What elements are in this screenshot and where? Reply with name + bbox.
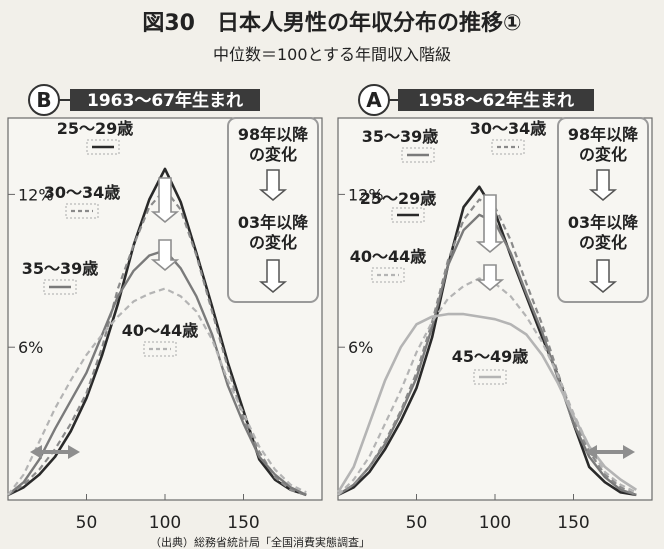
legend-text-03-change: の変化 — [579, 233, 627, 252]
legend-swatch-icon — [473, 369, 507, 385]
badge-circle-a-icon — [358, 84, 390, 116]
double-arrow-left-head — [585, 445, 597, 459]
down-arrow-icon — [588, 259, 618, 293]
down-arrow-icon — [150, 177, 180, 224]
series-line-35〜39歳 — [7, 249, 307, 496]
series-label: 25〜29歳 — [57, 119, 134, 138]
x-tick-label: 150 — [227, 513, 259, 533]
series-label: 30〜34歳 — [44, 183, 121, 202]
legend-text-03: 03年以降 — [238, 213, 309, 232]
down-arrow-icon — [258, 169, 288, 201]
series-line-45〜49歳 — [336, 312, 638, 494]
x-tick-label: 50 — [76, 513, 98, 533]
series-label: 35〜39歳 — [22, 259, 99, 278]
legend-swatch-icon — [491, 139, 525, 155]
legend-text-98: 98年以降 — [238, 125, 309, 144]
cohort-label-bg — [398, 89, 594, 111]
down-arrow-icon — [475, 264, 505, 292]
series-label: 40〜44歳 — [122, 321, 199, 340]
y-tick-label: 12% — [348, 185, 384, 204]
x-tick-label: 150 — [557, 513, 589, 533]
legend-text-98: 98年以降 — [568, 125, 639, 144]
series-label: 45〜49歳 — [452, 347, 529, 366]
series-label: 40〜44歳 — [350, 247, 427, 266]
double-arrow-right-head — [623, 445, 635, 459]
panel-a-chart: 12% 6% 50 100 150 25〜29歳 35〜39歳 30〜34歳 40〜44歳 45〜… — [336, 84, 653, 533]
y-tick-label: 6% — [18, 338, 43, 357]
legend-swatch-icon — [43, 279, 77, 295]
cohort-label: 1958〜62年生まれ — [418, 90, 574, 111]
change-legend-box — [557, 117, 649, 303]
x-tick-label: 50 — [406, 513, 428, 533]
series-line-40〜44歳 — [7, 287, 307, 496]
legend-text-03: 03年以降 — [568, 213, 639, 232]
figure-source-note: （出典）総務省統計局「全国消費実態調査」 — [150, 535, 370, 549]
legend-swatch-icon — [86, 139, 120, 155]
x-tick-label: 100 — [479, 513, 511, 533]
legend-swatch-icon — [65, 203, 99, 219]
down-arrow-icon — [258, 259, 288, 293]
cohort-label-bg — [70, 89, 260, 111]
down-arrow-icon — [150, 239, 180, 272]
panel-letter: B — [36, 88, 51, 112]
series-label: 35〜39歳 — [362, 127, 439, 146]
legend-swatch-icon — [371, 267, 405, 283]
series-label: 30〜34歳 — [470, 119, 547, 138]
legend-swatch-icon — [391, 207, 425, 223]
legend-swatch-icon — [401, 147, 435, 163]
series-line-30〜34歳 — [7, 188, 307, 496]
panel-letter: A — [366, 88, 382, 112]
figure-subtitle: 中位数＝100とする年間収入階級 — [213, 45, 451, 64]
down-arrow-icon — [588, 169, 618, 201]
y-tick-label: 12% — [18, 185, 54, 204]
y-tick-label: 6% — [348, 338, 373, 357]
change-legend-box — [227, 117, 319, 303]
double-arrow-left-head — [30, 445, 42, 459]
cohort-label: 1963〜67年生まれ — [87, 90, 243, 111]
series-label: 25〜29歳 — [360, 189, 437, 208]
legend-swatch-icon — [143, 341, 177, 357]
x-tick-label: 100 — [149, 513, 181, 533]
double-arrow-right-head — [68, 445, 80, 459]
legend-text-98-change: の変化 — [249, 145, 297, 164]
down-arrow-icon — [475, 194, 505, 254]
badge-circle-b-icon — [28, 84, 60, 116]
legend-text-03-change: の変化 — [249, 233, 297, 252]
legend-text-98-change: の変化 — [579, 145, 627, 164]
figure-title: 図30 日本人男性の年収分布の推移① — [142, 10, 521, 36]
panel-b-chart: 12% 6% 50 100 150 25〜29歳 30〜34歳 35〜39歳 40〜44歳 98年… — [7, 84, 323, 533]
